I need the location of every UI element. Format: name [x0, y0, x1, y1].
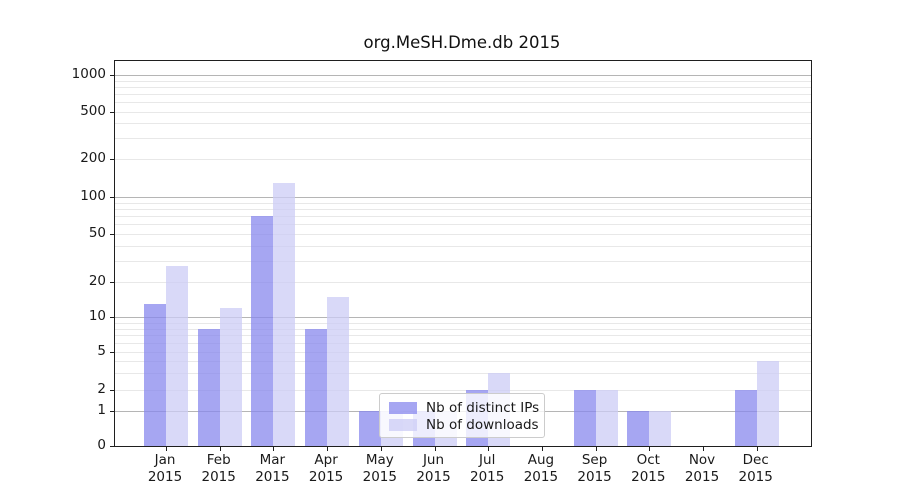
x-tick-mark-dec	[756, 447, 758, 451]
chart-title: org.MeSH.Dme.db 2015	[363, 33, 561, 52]
x-tick-label-mar: Mar 2015	[255, 452, 290, 485]
y-tick-mark-10	[110, 317, 114, 319]
y-tick-label-2: 2	[97, 380, 106, 397]
legend-label-distinct-ips: Nb of distinct IPs	[426, 399, 540, 416]
bar-downloads-mar	[273, 182, 296, 446]
y-tick-mark-5	[110, 352, 114, 354]
plot-area: Nb of distinct IPs Nb of downloads	[110, 60, 812, 451]
gridline-minor-30	[115, 260, 811, 262]
y-tick-mark-50	[110, 233, 114, 235]
bar-distinct-ips-dec	[734, 389, 757, 446]
bar-downloads-apr	[327, 296, 350, 446]
y-tick-label-5: 5	[97, 343, 106, 360]
gridline-minor-4	[115, 361, 811, 363]
x-tick-mark-jul	[488, 447, 490, 451]
bar-downloads-jan	[166, 266, 188, 446]
legend-swatch-distinct-ips-icon	[389, 401, 417, 414]
x-tick-mark-aug	[541, 447, 543, 451]
legend-label-downloads: Nb of downloads	[426, 416, 539, 433]
x-tick-label-feb: Feb 2015	[201, 452, 236, 485]
gridline-minor-3	[115, 373, 811, 375]
x-tick-label-nov: Nov 2015	[684, 452, 720, 485]
bar-downloads-sep	[595, 389, 618, 446]
gridline-minor-700	[115, 93, 811, 95]
gridline-minor-2	[115, 389, 811, 391]
x-tick-label-dec: Dec 2015	[738, 452, 773, 485]
bar-downloads-oct	[649, 410, 672, 446]
x-tick-label-aug: Aug 2015	[523, 452, 559, 485]
gridline-minor-6	[115, 342, 811, 344]
bar-distinct-ips-feb	[197, 328, 220, 446]
gridline-minor-60	[115, 224, 811, 226]
gridline-minor-8	[115, 328, 811, 330]
y-tick-mark-2	[110, 389, 114, 391]
x-tick-label-jun: Jun 2015	[416, 452, 451, 485]
x-tick-mark-jan	[166, 447, 167, 451]
gridline-minor-50	[115, 233, 811, 235]
x-tick-mark-sep	[595, 447, 597, 451]
x-tick-mark-mar	[273, 447, 275, 451]
y-tick-label-1: 1	[97, 401, 106, 418]
x-tick-label-oct: Oct 2015	[631, 452, 666, 485]
y-tick-label-1000: 1000	[71, 66, 106, 82]
gridline-minor-20	[115, 282, 811, 283]
x-tick-label-apr: Apr 2015	[308, 452, 344, 485]
x-tick-mark-jun	[434, 447, 436, 451]
gridline-minor-400	[115, 123, 811, 125]
gridline-major-1000	[115, 75, 811, 76]
bar-distinct-ips-apr	[305, 328, 328, 446]
x-tick-mark-may	[380, 447, 382, 451]
legend: Nb of distinct IPs Nb of downloads	[379, 393, 545, 438]
gridline-minor-5	[115, 352, 811, 354]
x-tick-label-jul: Jul 2015	[470, 452, 505, 485]
y-tick-label-50: 50	[88, 224, 106, 241]
gridline-minor-800	[115, 86, 811, 88]
y-tick-label-200: 200	[80, 150, 106, 167]
bar-downloads-dec	[756, 361, 779, 446]
x-tick-mark-oct	[649, 447, 651, 451]
x-tick-mark-apr	[327, 447, 329, 451]
gridline-minor-90	[115, 202, 811, 204]
y-tick-label-0: 0	[97, 437, 106, 453]
bar-distinct-ips-jan	[144, 304, 166, 446]
y-tick-mark-500	[110, 111, 114, 113]
legend-entry-downloads: Nb of downloads	[389, 416, 539, 433]
gridline-major-100	[115, 196, 811, 198]
bar-distinct-ips-may	[358, 410, 381, 446]
legend-entry-distinct-ips: Nb of distinct IPs	[389, 399, 539, 416]
y-tick-mark-20	[110, 282, 114, 283]
gridline-minor-40	[115, 245, 811, 247]
legend-swatch-downloads-icon	[389, 418, 417, 431]
y-tick-mark-1000	[110, 75, 114, 76]
x-tick-label-may: May 2015	[362, 452, 397, 485]
gridline-minor-600	[115, 102, 811, 104]
gridline-minor-200	[115, 159, 811, 161]
gridline-minor-900	[115, 80, 811, 82]
bar-downloads-feb	[219, 308, 242, 446]
gridline-minor-80	[115, 208, 811, 210]
y-tick-label-100: 100	[80, 187, 106, 204]
bar-distinct-ips-sep	[573, 389, 596, 446]
gridline-minor-70	[115, 215, 811, 217]
y-tick-mark-0	[110, 446, 114, 447]
gridline-minor-300	[115, 138, 811, 140]
y-tick-mark-200	[110, 159, 114, 161]
bar-distinct-ips-mar	[251, 215, 274, 446]
y-tick-label-20: 20	[88, 273, 106, 289]
x-tick-label-sep: Sep 2015	[577, 452, 612, 485]
y-tick-label-500: 500	[80, 102, 106, 119]
gridline-major-10	[115, 317, 811, 319]
y-tick-label-10: 10	[88, 308, 106, 325]
gridline-minor-7	[115, 335, 811, 337]
y-tick-mark-100	[110, 196, 114, 198]
y-tick-mark-1	[110, 410, 114, 412]
gridline-minor-500	[115, 111, 811, 113]
x-tick-mark-nov	[703, 447, 704, 451]
x-tick-label-jan: Jan 2015	[147, 452, 183, 485]
gridline-minor-9	[115, 322, 811, 324]
x-tick-mark-feb	[219, 447, 221, 451]
bar-distinct-ips-oct	[627, 410, 650, 446]
